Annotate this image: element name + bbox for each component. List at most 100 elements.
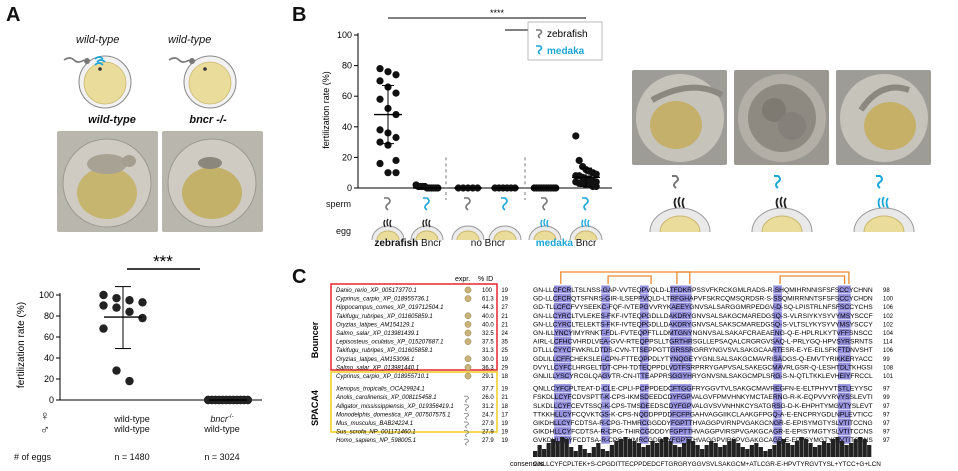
conserved-highlight <box>562 302 567 311</box>
seq-end: 97 <box>883 404 890 410</box>
percent-id: 24.7 <box>482 412 494 418</box>
conserved-highlight <box>687 345 692 354</box>
consensus-bar <box>650 441 655 457</box>
conserved-highlight <box>846 285 851 294</box>
seq-start: 24 <box>501 331 508 337</box>
conserved-highlight <box>674 401 679 410</box>
seq-start: 19 <box>501 288 508 294</box>
male-symbol: ♂ <box>40 422 50 437</box>
conserved-highlight <box>640 302 645 311</box>
conserved-highlight <box>674 354 679 363</box>
a-ytick-label: 80 <box>44 311 54 321</box>
conserved-highlight <box>670 392 675 401</box>
b-photo-zebrafish-fertilized <box>632 70 727 165</box>
conserved-highlight <box>558 401 563 410</box>
conserved-highlight <box>842 294 847 303</box>
consensus-bar <box>736 443 741 457</box>
conserved-highlight <box>678 418 683 427</box>
consensus-bar <box>862 439 867 457</box>
consensus-bar <box>727 441 732 457</box>
conserved-highlight <box>601 427 606 436</box>
percent-id: 27.9 <box>482 421 494 427</box>
species-name: Salmo_salar_XP_013981439.1 <box>336 331 419 337</box>
conserved-highlight <box>554 418 559 427</box>
conserved-highlight <box>773 285 778 294</box>
sequence: GIKDHLLCYFCDTSA-R-CPG-THMRCGGDDYFGPTTHVA… <box>533 420 873 427</box>
conserved-highlight <box>554 392 559 401</box>
b-group-no: no Bncr <box>453 238 523 249</box>
consensus-bar <box>627 439 633 457</box>
conserved-highlight <box>678 345 683 354</box>
conserved-highlight <box>644 354 649 363</box>
conserved-highlight <box>566 337 572 346</box>
species-name: Oryzias_latipes_AM153096.1 <box>336 357 414 363</box>
eggs-label: # of eggs <box>14 452 52 462</box>
conserved-highlight <box>644 328 649 337</box>
conserved-highlight <box>842 345 847 354</box>
b-point <box>384 169 392 177</box>
conserved-highlight <box>670 427 675 436</box>
conserved-highlight <box>837 294 843 303</box>
seq-start: 29 <box>501 365 508 371</box>
b-group-medaka-suffix: Bncr <box>572 238 597 249</box>
conserved-highlight <box>846 328 851 337</box>
seq-start: 19 <box>501 430 508 436</box>
col-id: % ID <box>478 276 493 283</box>
consensus-bar <box>749 445 754 457</box>
b-ytick-label: 100 <box>337 30 352 40</box>
conserved-highlight <box>837 328 843 337</box>
conserved-highlight <box>601 354 606 363</box>
conserved-highlight <box>554 384 559 393</box>
expression-dot <box>464 295 472 302</box>
conserved-highlight <box>683 285 688 294</box>
conserved-highlight <box>640 384 645 393</box>
b-point <box>592 182 600 191</box>
conserved-highlight <box>846 345 851 354</box>
percent-id: 30.0 <box>482 357 494 363</box>
sperm-icon <box>501 197 508 211</box>
seq-start: 25 <box>501 348 508 354</box>
seq-end: 106 <box>883 305 894 311</box>
conserved-highlight <box>687 294 692 303</box>
conserved-highlight <box>670 345 675 354</box>
conserved-highlight <box>554 328 559 337</box>
conserved-highlight <box>674 319 679 328</box>
consensus-bar <box>609 445 614 457</box>
species-name: Takifugu_rubripes_XP_011605859.1 <box>336 314 433 320</box>
conserved-highlight <box>558 427 563 436</box>
consensus-label: consensus <box>510 461 544 468</box>
consensus-bar <box>641 447 646 457</box>
sperm-icon <box>464 197 471 211</box>
consensus-bar <box>849 443 854 457</box>
sequence: GD-TLLCFCFVYSEEKC-FQF-IVTEPGVVRYKAEEYGNV… <box>533 304 873 311</box>
sequence: GN-LLCYRCLTVLEKES-FKF-IVTEQPGDLLDAKDRYGN… <box>533 313 873 320</box>
conserved-highlight <box>558 328 563 337</box>
conserved-highlight <box>670 337 675 346</box>
consensus-bar <box>709 441 714 457</box>
genotype-wild-type: wild-type <box>88 114 136 126</box>
conserved-highlight <box>640 427 645 436</box>
species-name: Salmo_salar_XP_013981440.1 <box>336 365 419 371</box>
conserved-highlight <box>644 418 649 427</box>
conserved-highlight <box>846 337 851 346</box>
conserved-highlight <box>605 294 610 303</box>
conserved-highlight <box>678 409 683 418</box>
conserved-highlight <box>562 319 567 328</box>
conserved-highlight <box>640 285 645 294</box>
a-point <box>99 301 108 310</box>
b-point <box>392 169 400 177</box>
conserved-highlight <box>837 337 843 346</box>
a-point <box>125 376 134 386</box>
b-point <box>392 133 400 142</box>
conserved-highlight <box>678 384 683 393</box>
conserved-highlight <box>777 384 782 393</box>
conserved-highlight <box>566 401 572 410</box>
b-point <box>392 71 400 79</box>
consensus-bar <box>830 439 836 457</box>
conserved-highlight <box>683 319 688 328</box>
conserved-highlight <box>566 427 572 436</box>
conserved-highlight <box>558 302 563 311</box>
consensus-bar <box>772 445 777 457</box>
consensus-bar <box>636 443 642 457</box>
conserved-highlight <box>683 311 688 320</box>
